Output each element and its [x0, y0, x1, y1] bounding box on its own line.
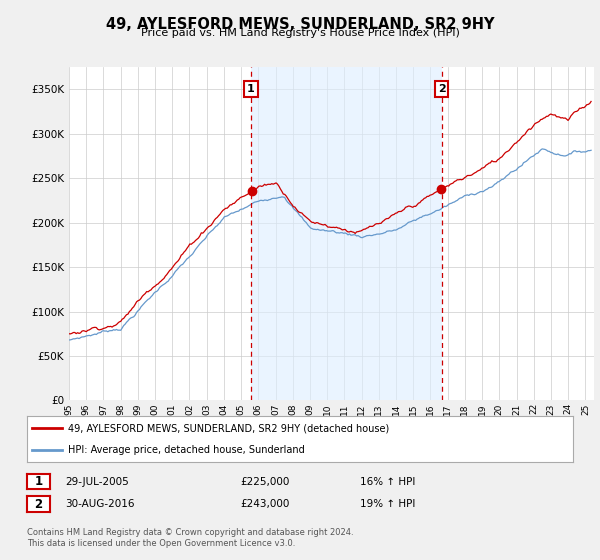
Text: 16% ↑ HPI: 16% ↑ HPI	[360, 477, 415, 487]
Text: 30-AUG-2016: 30-AUG-2016	[65, 499, 134, 509]
Text: HPI: Average price, detached house, Sunderland: HPI: Average price, detached house, Sund…	[68, 445, 305, 455]
Text: £225,000: £225,000	[240, 477, 289, 487]
Text: Price paid vs. HM Land Registry's House Price Index (HPI): Price paid vs. HM Land Registry's House …	[140, 28, 460, 38]
Text: 1: 1	[247, 84, 255, 94]
Text: 1: 1	[34, 475, 43, 488]
Text: 49, AYLESFORD MEWS, SUNDERLAND, SR2 9HY: 49, AYLESFORD MEWS, SUNDERLAND, SR2 9HY	[106, 17, 494, 32]
Text: 29-JUL-2005: 29-JUL-2005	[65, 477, 128, 487]
Text: 49, AYLESFORD MEWS, SUNDERLAND, SR2 9HY (detached house): 49, AYLESFORD MEWS, SUNDERLAND, SR2 9HY …	[68, 423, 389, 433]
Text: £243,000: £243,000	[240, 499, 289, 509]
Bar	[251, 67, 442, 400]
Text: 2: 2	[438, 84, 446, 94]
Text: 19% ↑ HPI: 19% ↑ HPI	[360, 499, 415, 509]
Text: Contains HM Land Registry data © Crown copyright and database right 2024.
This d: Contains HM Land Registry data © Crown c…	[27, 528, 353, 548]
Text: 2: 2	[34, 497, 43, 511]
